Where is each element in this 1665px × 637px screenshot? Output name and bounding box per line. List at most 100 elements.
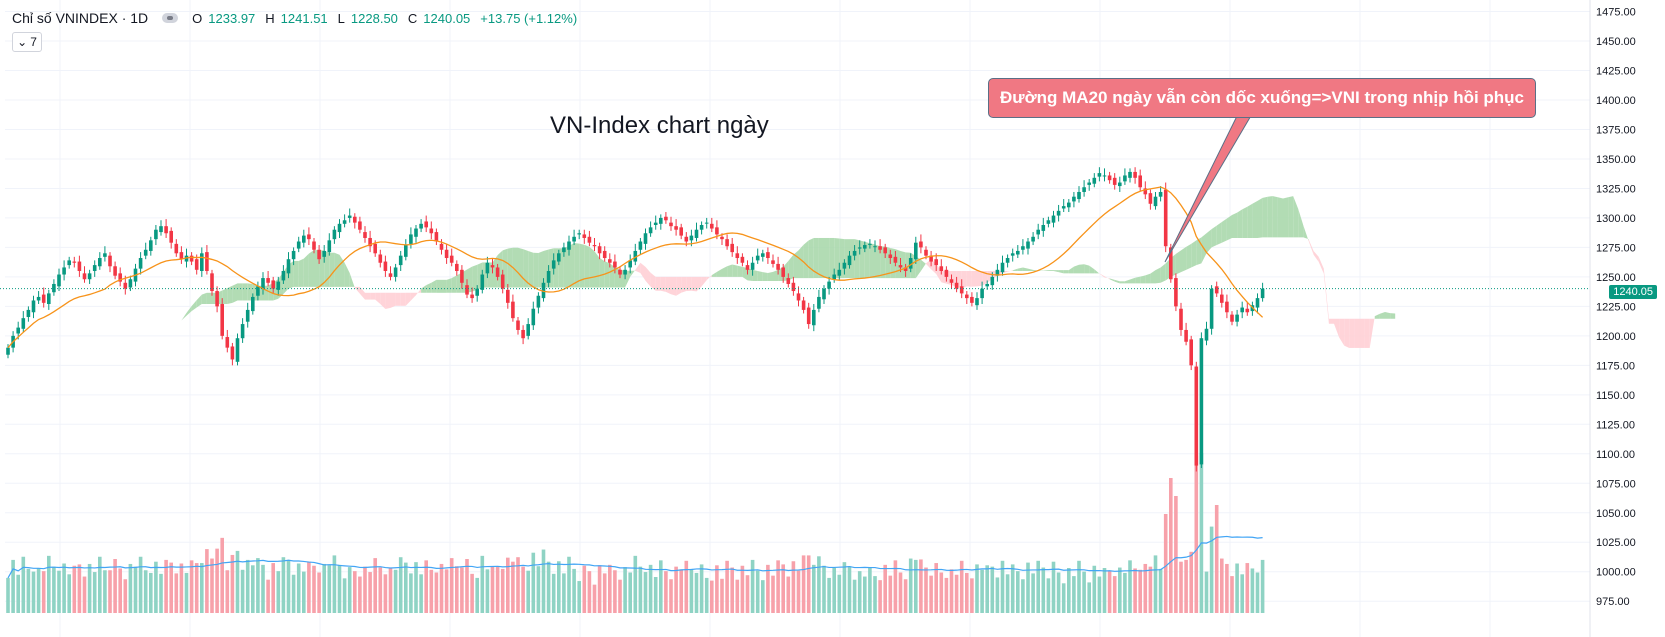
candle-body [852, 250, 857, 256]
volume-bar [245, 559, 250, 613]
candle-body [903, 267, 908, 271]
volume-bar [154, 561, 158, 613]
volume-bar [220, 537, 224, 613]
candle-body [6, 347, 10, 355]
candle-body [302, 235, 306, 243]
cloud-segment [410, 292, 416, 301]
volume-bar [225, 570, 230, 613]
cloud-segment [609, 263, 615, 288]
candle-body [230, 346, 235, 360]
open-value: 1233.97 [208, 10, 256, 26]
volume-bar [1000, 560, 1005, 613]
indicators-collapse-button[interactable]: ⌄ 7 [12, 32, 42, 52]
volume-bar [1056, 572, 1061, 613]
cloud-segment [701, 276, 707, 287]
volume-bar [200, 563, 204, 613]
cloud-segment [1181, 246, 1187, 273]
cloud-segment [971, 270, 977, 287]
cloud-segment [655, 276, 661, 291]
volume-bar [562, 573, 566, 613]
volume-bar [1092, 565, 1097, 613]
volume-bar [1250, 568, 1255, 613]
volume-bar [679, 569, 683, 613]
volume-bar [251, 565, 255, 613]
volume-bar [1026, 562, 1030, 613]
candle-body [1260, 288, 1265, 299]
candle-body [980, 288, 984, 299]
candle-body [883, 247, 887, 254]
candle-body [1077, 191, 1081, 200]
cloud-segment [977, 270, 983, 287]
volume-bar [1153, 555, 1158, 613]
candle-body [245, 309, 250, 322]
candle-body [409, 234, 413, 244]
volume-bar [801, 555, 806, 613]
cloud-segment [961, 270, 967, 289]
candle-body [801, 300, 806, 310]
cloud-segment [966, 270, 972, 287]
candle-body [347, 215, 352, 218]
candle-body [1189, 339, 1193, 366]
visibility-icon[interactable] [162, 13, 179, 23]
candle-body [796, 293, 801, 301]
volume-bar [857, 571, 862, 613]
ichimoku-cloud [140, 196, 1396, 348]
candle-body [1214, 286, 1219, 294]
volume-bar [36, 568, 41, 613]
candle-body [546, 270, 551, 283]
volume-bar [587, 571, 592, 613]
candle-body [531, 308, 536, 326]
volume-bar [404, 562, 408, 613]
cloud-segment [875, 244, 881, 279]
cloud-segment [1277, 197, 1283, 238]
volume-bar [393, 569, 398, 613]
volume-bar [1174, 496, 1178, 613]
volume-bar [954, 574, 959, 613]
candle-body [648, 227, 653, 234]
volume-bar [1235, 563, 1239, 613]
volume-bar [546, 561, 551, 613]
cloud-segment [849, 239, 855, 279]
candle-body [939, 266, 944, 271]
candle-body [118, 273, 122, 282]
candle-body [439, 243, 444, 250]
cloud-segment [762, 272, 768, 282]
cloud-segment [818, 237, 824, 279]
volume-bar [842, 562, 847, 613]
candle-body [506, 289, 510, 303]
candle-body [694, 229, 699, 238]
cloud-segment [1109, 278, 1115, 282]
candle-body [1087, 182, 1091, 185]
candle-body [837, 269, 842, 276]
y-tick-label: 1300.00 [1596, 213, 1636, 225]
cloud-segment [150, 332, 156, 338]
candle-body [103, 253, 107, 257]
candle-body [893, 256, 898, 263]
cloud-segment [451, 275, 457, 293]
volume-bar [286, 559, 291, 613]
candle-body [1036, 229, 1040, 235]
volume-bar [52, 566, 56, 613]
cloud-segment [405, 292, 411, 306]
volume-bar [837, 574, 842, 613]
cloud-segment [604, 261, 610, 288]
candle-body [643, 233, 648, 244]
cloud-segment [375, 292, 381, 305]
indicators-count: 7 [30, 35, 37, 49]
cloud-segment [859, 240, 865, 279]
cloud-segment [395, 292, 401, 306]
cloud-segment [436, 279, 442, 293]
candle-body [1225, 301, 1229, 313]
volume-bar [72, 565, 77, 613]
candle-body [557, 253, 561, 262]
cloud-segment [1017, 267, 1023, 271]
y-tick-label: 1400.00 [1596, 95, 1636, 107]
candle-body [57, 274, 61, 287]
volume-bar [133, 566, 138, 613]
candle-body [1026, 241, 1030, 249]
annotation-callout[interactable]: Đường MA20 ngày vẫn còn dốc xuống=>VNI t… [988, 78, 1536, 118]
volume-bar [965, 572, 969, 613]
candle-body [970, 296, 974, 303]
volume-bar [108, 570, 112, 613]
